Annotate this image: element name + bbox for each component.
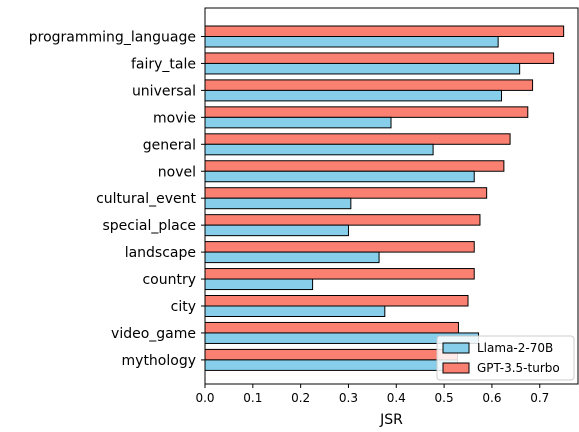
category-label: city: [171, 299, 196, 315]
bar-gpt-fairy_tale: [204, 52, 555, 64]
x-tick-label: 0.4: [387, 391, 406, 405]
bar-llama-mythology: [204, 359, 458, 371]
bar-gpt-universal: [204, 79, 534, 91]
x-tick-label: 0.0: [195, 391, 214, 405]
bar-gpt-general: [204, 133, 511, 145]
bar-llama-country: [204, 278, 314, 291]
category-label: landscape: [125, 245, 196, 261]
x-axis-label: JSR: [379, 412, 403, 428]
category-labels: programming_language fairy_tale universal m…: [29, 30, 205, 369]
category-label: special_place: [102, 218, 196, 234]
legend-swatch: [442, 362, 470, 374]
plot-frame: [204, 7, 579, 385]
legend-box: [436, 335, 575, 381]
bar-gpt-movie: [204, 106, 529, 118]
category-label: country: [142, 272, 196, 288]
bar-gpt-special_place: [204, 214, 481, 226]
bar-gpt-video_game: [204, 321, 459, 334]
bar-llama-city: [204, 305, 386, 317]
category-label: novel: [158, 164, 196, 180]
bar-llama-fairy_tale: [204, 62, 521, 75]
category-label: general: [143, 137, 196, 153]
bar-llama-programming_language: [204, 36, 499, 48]
x-tick-label: 0.3: [339, 391, 358, 405]
x-tick-label: 0.7: [530, 391, 549, 405]
category-label: programming_language: [29, 30, 196, 46]
category-label: movie: [153, 110, 196, 126]
bar-llama-special_place: [204, 224, 349, 237]
bar-llama-landscape: [204, 251, 380, 264]
bar-llama-universal: [204, 89, 502, 102]
bars-group: [204, 25, 565, 371]
category-label: video_game: [111, 326, 196, 342]
bar-gpt-novel: [204, 160, 505, 172]
bar-gpt-mythology: [204, 348, 458, 361]
legend-swatch: [442, 342, 470, 354]
x-axis-ticks: 0.0 0.1 0.2 0.3 0.4 0.5 0.6 0.7: [195, 384, 549, 405]
bar-gpt-cultural_event: [204, 187, 488, 199]
bar-gpt-city: [204, 295, 469, 307]
x-tick-label: 0.5: [435, 391, 454, 405]
category-label: fairy_tale: [131, 56, 196, 72]
bar-gpt-programming_language: [204, 25, 565, 37]
bar-llama-novel: [204, 170, 475, 183]
category-label: mythology: [122, 353, 196, 369]
category-label: universal: [132, 83, 196, 99]
bar-gpt-landscape: [204, 241, 475, 253]
bar-gpt-country: [204, 268, 475, 280]
x-tick-label: 0.1: [243, 391, 262, 405]
x-tick-label: 0.2: [291, 391, 310, 405]
legend-label: Llama-2-70B: [477, 341, 553, 355]
category-label: cultural_event: [96, 191, 196, 207]
x-tick-label: 0.6: [482, 391, 501, 405]
bar-llama-movie: [204, 116, 392, 129]
legend-label: GPT-3.5-turbo: [477, 361, 560, 375]
bar-llama-general: [204, 143, 434, 156]
bar-llama-cultural_event: [204, 197, 352, 210]
legend: Llama-2-70B GPT-3.5-turbo: [436, 335, 575, 381]
